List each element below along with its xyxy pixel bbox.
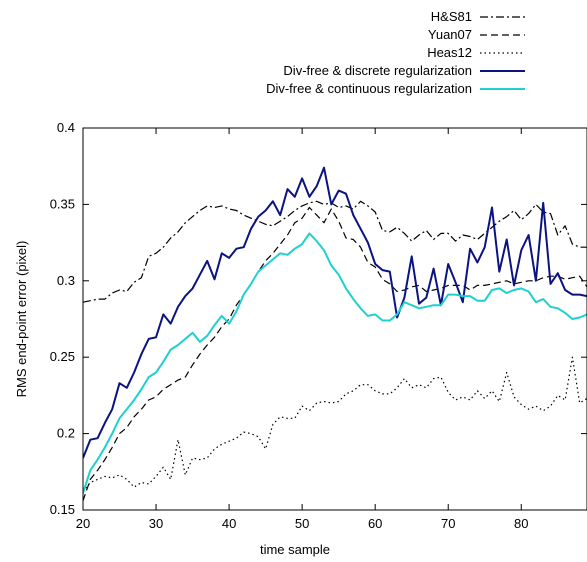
legend-label-1: Yuan07: [428, 27, 472, 42]
legend-label-2: Heas12: [427, 45, 472, 60]
x-tick-label: 30: [149, 516, 163, 531]
legend-label-3: Div-free & discrete regularization: [283, 63, 472, 78]
y-tick-label: 0.25: [50, 349, 75, 364]
y-tick-label: 0.35: [50, 196, 75, 211]
y-tick-label: 0.4: [57, 120, 75, 135]
legend-label-0: H&S81: [431, 9, 472, 24]
plot-lines: [83, 166, 587, 501]
x-tick-label: 50: [295, 516, 309, 531]
series-line-4: [83, 232, 587, 494]
y-tick-label: 0.15: [50, 502, 75, 517]
x-tick-label: 80: [514, 516, 528, 531]
x-tick-label: 20: [76, 516, 90, 531]
legend-label-4: Div-free & continuous regularization: [266, 81, 472, 96]
y-axis-label: RMS end-point error (pixel): [14, 241, 29, 398]
y-tick-label: 0.2: [57, 426, 75, 441]
y-tick-label: 0.3: [57, 273, 75, 288]
axis-ticks: 0.15 0.2 0.25 0.3 0.35 0.4 20 30 40 50 60 70 80: [50, 120, 587, 531]
x-axis-label: time sample: [260, 542, 330, 557]
x-tick-label: 70: [441, 516, 455, 531]
plot-frame: [82, 127, 587, 511]
series-line-0: [83, 200, 587, 303]
series-line-1: [83, 206, 587, 501]
x-tick-label: 40: [222, 516, 236, 531]
x-tick-label: 60: [368, 516, 382, 531]
series-line-3: [83, 166, 587, 459]
legend: H&S81 Yuan07 Heas12 Div-free & discrete reg…: [266, 9, 525, 96]
series-line-2: [83, 356, 587, 493]
